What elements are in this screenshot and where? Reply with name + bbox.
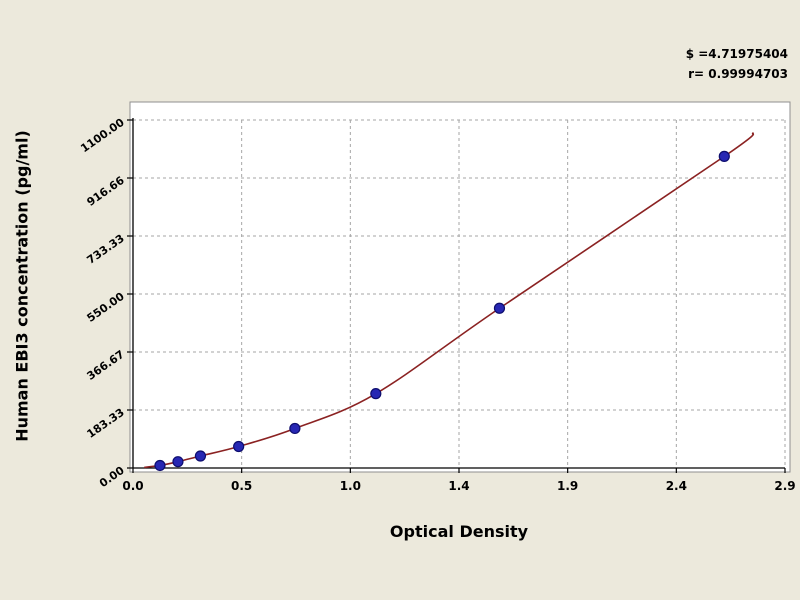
x-tick-label: 1.0 xyxy=(340,479,361,493)
x-tick-label: 1.9 xyxy=(557,479,578,493)
data-point xyxy=(154,459,166,472)
y-tick-label: 916.66 xyxy=(84,174,127,209)
data-point xyxy=(493,302,506,314)
y-tick-label: 1100.00 xyxy=(78,116,127,156)
data-point xyxy=(172,456,184,468)
fit-s-value: $ =4.71975404 xyxy=(685,47,788,61)
x-tick-label: 0.5 xyxy=(231,479,252,493)
data-point xyxy=(289,422,301,435)
y-tick-label: 183.33 xyxy=(84,406,126,441)
data-point xyxy=(194,450,207,462)
x-tick-label: 2.9 xyxy=(774,479,795,493)
x-tick-label: 2.4 xyxy=(666,479,687,493)
x-axis-title: Optical Density xyxy=(389,522,529,541)
fit-statistics: $ =4.71975404 r= 0.99994703 xyxy=(686,44,788,85)
data-point xyxy=(718,150,730,162)
y-tick-label: 550.00 xyxy=(84,290,127,325)
y-tick-label: 733.33 xyxy=(84,232,126,267)
x-tick-label: 1.4 xyxy=(448,479,469,493)
y-tick-label: 366.67 xyxy=(84,348,126,383)
data-point xyxy=(233,440,245,453)
plot-area xyxy=(129,101,791,473)
data-point xyxy=(370,388,382,400)
fit-r-value: r= 0.99994703 xyxy=(688,67,788,82)
x-tick-label: 0.0 xyxy=(122,479,143,493)
